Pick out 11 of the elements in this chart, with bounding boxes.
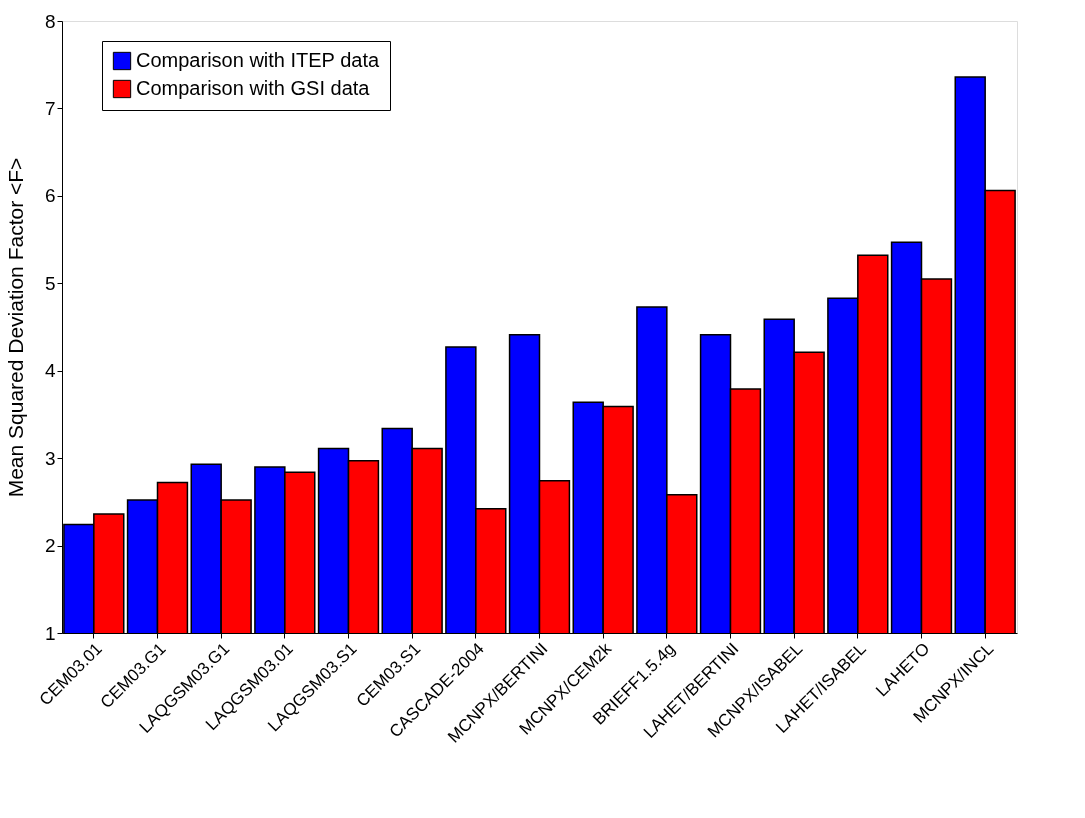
y-tick-label: 1	[44, 622, 56, 644]
legend-label: Comparison with GSI data	[136, 77, 371, 99]
y-axis-title: Mean Squared Deviation Factor <F>	[3, 157, 27, 498]
y-tick-label: 2	[44, 535, 56, 557]
y-tick-label: 4	[44, 360, 56, 382]
y-tick-label: 3	[44, 447, 56, 469]
y-tick-label: 7	[44, 97, 56, 119]
y-tick-label: 6	[44, 185, 56, 207]
legend-label: Comparison with ITEP data	[136, 49, 380, 71]
y-tick-label: 5	[44, 272, 56, 294]
y-tick-label: 8	[44, 10, 56, 32]
